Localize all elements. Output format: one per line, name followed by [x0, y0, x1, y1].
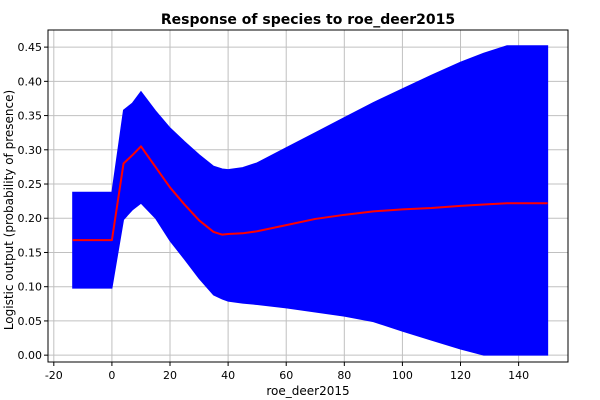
x-tick-label: -20 — [45, 369, 63, 382]
y-tick-label: 0.40 — [18, 75, 43, 88]
y-tick-label: 0.10 — [18, 281, 43, 294]
y-tick-label: 0.20 — [18, 212, 43, 225]
y-tick-label: 0.25 — [18, 178, 43, 191]
y-axis-ticks: 0.00 0.05 0.10 0.15 0.20 0.25 0.30 0.35 0.40 0.45 — [18, 41, 48, 362]
y-tick-label: 0.05 — [18, 315, 43, 328]
mean-response-line — [72, 145, 548, 242]
x-axis-label: roe_deer2015 — [266, 384, 349, 398]
x-tick-label: 120 — [450, 369, 471, 382]
x-tick-label: 100 — [392, 369, 413, 382]
x-tick-label: 60 — [279, 369, 293, 382]
x-axis-ticks: -20 0 20 40 60 80 100 120 140 — [45, 362, 529, 382]
y-tick-label: 0.15 — [18, 246, 43, 259]
plot-frame — [47, 29, 569, 363]
x-tick-label: 20 — [163, 369, 177, 382]
y-tick-label: 0.00 — [18, 349, 43, 362]
x-tick-label: 40 — [221, 369, 235, 382]
y-tick-label: 0.35 — [18, 110, 43, 123]
chart-title: Response of species to roe_deer2015 — [161, 12, 455, 28]
confidence-band — [72, 45, 549, 356]
series-group — [72, 45, 549, 356]
y-tick-label: 0.30 — [18, 144, 43, 157]
y-tick-label: 0.45 — [18, 41, 43, 54]
x-tick-label: 80 — [337, 369, 351, 382]
x-tick-label: 140 — [508, 369, 529, 382]
x-tick-label: 0 — [108, 369, 115, 382]
y-axis-label: Logistic output (probability of presence… — [2, 90, 16, 330]
